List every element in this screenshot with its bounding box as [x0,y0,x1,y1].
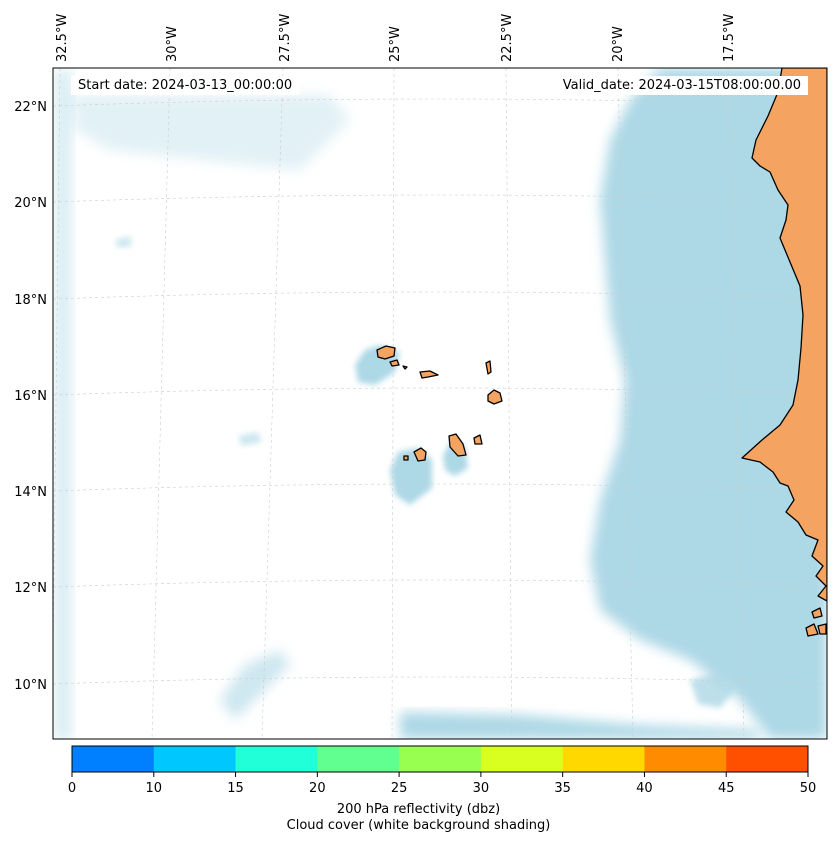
colorbar-tick-label: 20 [309,781,326,796]
gridlines [53,68,827,739]
island-sao-vicente [389,359,400,367]
lon-label: 25°W [388,26,403,62]
lat-label: 16°N [14,389,47,404]
cloud-patch-northwest [70,95,350,170]
colorbar-segment [562,746,645,772]
meridian-line [261,68,284,739]
lon-label: 32.5°W [55,14,70,62]
island-bijagos-3 [817,623,827,635]
colorbar-segment [235,746,318,772]
colorbar-segment [153,746,237,772]
cloud-strip-west [54,70,72,739]
island-bijagos-1 [811,607,823,619]
colorbar-sublabel: Cloud cover (white background shading) [286,818,551,833]
colorbar-label: 200 hPa reflectivity (dbz) [336,802,501,817]
meridian-line [391,68,395,739]
colorbar-segment [644,746,727,772]
lon-label: 22.5°W [500,14,515,62]
cloud-patch-small-1 [238,432,262,446]
colorbar-tick-label: 40 [636,781,653,796]
island-maio [473,434,483,445]
colorbar-tick-label: 50 [800,781,817,796]
colorbar-tick-label: 25 [391,781,408,796]
parallel-line [53,291,827,300]
colorbar-tick-label: 45 [718,781,735,796]
colorbar-segment [399,746,482,772]
cloud-patch-small-2 [115,236,132,248]
colorbar-tick-label: 0 [68,781,76,796]
colorbar-ticks: 0 10 15 20 25 30 35 40 45 50 [68,772,816,796]
colorbar: 0 10 15 20 25 30 35 40 45 50 [68,745,816,796]
colorbar-segment [72,746,155,772]
cloud-band-south [400,712,760,739]
parallel-line [53,676,827,685]
valid-date-label: Valid_date: 2024-03-15T08:00:00.00 [555,76,808,95]
island-sao-nicolau [419,370,439,379]
island-fogo [413,447,427,462]
lat-label: 22°N [14,100,47,115]
latitude-labels: 22°N 20°N 18°N 16°N 14°N 12°N 10°N [14,100,47,693]
colorbar-tick-label: 10 [146,781,163,796]
parallel-line [53,579,827,588]
land-masses [376,68,827,637]
parallel-line [53,194,827,203]
lat-label: 12°N [14,581,47,596]
meridian-line [505,68,513,739]
africa-coastline [741,68,827,602]
lon-label: 20°W [611,26,626,62]
parallel-line [53,98,827,107]
lat-label: 14°N [14,485,47,500]
colorbar-frame [71,745,809,773]
lat-label: 18°N [14,293,47,308]
parallel-line [53,483,827,492]
map-frame [52,67,828,740]
lon-label: 30°W [165,26,180,62]
island-sal [485,360,492,375]
colorbar-tick-label: 15 [227,781,244,796]
colorbar-tick-label: 30 [473,781,490,796]
lon-label: 17.5°W [722,14,737,62]
meridian-line [727,68,745,739]
cloud-band-east [590,68,827,739]
longitude-labels: 32.5°W 30°W 27.5°W 25°W 22.5°W 20°W 17.5… [55,14,737,62]
parallel-line [53,387,827,396]
cloud-patch-east-inlet [690,672,735,708]
colorbar-segment [317,746,400,772]
island-boa-vista [487,389,503,405]
colorbar-segment [480,746,564,772]
island-bijagos-2 [805,623,819,637]
start-date-label: Start date: 2024-03-13_00:00:00 [71,76,300,95]
map-area [53,68,827,739]
lon-label: 27.5°W [278,14,293,62]
lat-label: 10°N [14,678,47,693]
colorbar-segment [726,746,809,772]
lat-label: 20°N [14,196,47,211]
cloud-band-southwest [220,650,290,720]
island-santa-luzia [402,365,408,370]
meridian-line [617,68,634,739]
meridian-line [151,68,171,739]
colorbar-tick-label: 35 [554,781,571,796]
island-santo-antao [376,345,396,360]
colorbar-segments [72,746,809,772]
island-santiago [448,433,467,457]
island-brava [403,455,409,461]
cloud-patch-islands-south [390,448,432,505]
